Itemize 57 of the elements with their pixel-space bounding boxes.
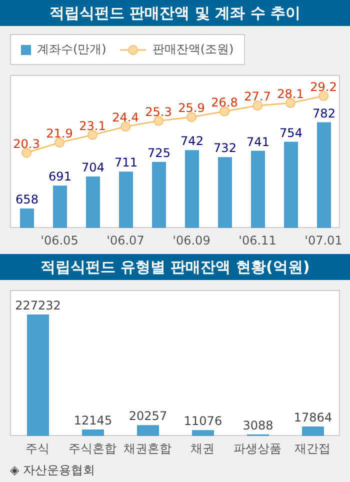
point [220,106,230,116]
data-label: 227232 [15,298,61,312]
data-label: 711 [114,156,138,170]
data-label: 704 [82,160,104,175]
x-tick-label: 채권혼합 [124,442,172,456]
point [318,91,328,102]
point [154,116,164,126]
data-label: 754 [280,126,302,140]
data-label: 11076 [184,414,222,428]
point [88,130,98,140]
data-label: 25.9 [178,101,205,116]
data-label: 24.4 [112,110,139,125]
data-label: 742 [180,134,204,148]
x-tick-label: '06.07 [106,234,144,248]
data-label: 691 [48,170,72,184]
legend-label: 판매잔액(조원) [152,41,234,58]
data-label: 741 [246,134,270,149]
bar [192,430,214,436]
bar [302,426,324,436]
x-tick-label: '06.09 [172,234,210,248]
legend-label: 계좌수(만개) [37,41,106,58]
x-tick-label: '06.05 [40,234,78,248]
data-label: 21.9 [46,126,73,141]
data-label: 732 [214,141,236,156]
data-label: 20257 [128,409,168,424]
x-tick-label: '06.11 [238,234,276,248]
x-tick-label: 파생상품 [234,442,282,456]
data-label: 17864 [294,410,332,424]
data-label: 725 [148,146,170,160]
chart-title: 적립식펀드 판매잔액 및 계좌 수 추이 [0,0,350,26]
chart-title: 적립식펀드 유형별 판매잔액 현황(억원) [0,254,350,280]
bar [137,425,159,436]
data-label: 25.3 [145,104,172,119]
data-label: 26.8 [211,95,238,110]
x-tick-label: 채권 [190,442,214,456]
data-label: 23.1 [79,118,106,133]
data-label: 20.3 [13,136,40,151]
point [286,98,296,108]
data-label: 29.2 [310,80,337,94]
point [120,122,130,132]
bar [27,314,49,436]
data-label: 28.1 [277,87,304,102]
text: ◈ 자산운용협회 [9,462,96,479]
data-label: 12145 [74,414,112,428]
point [252,100,262,111]
x-tick-label: 주식 [26,442,50,456]
x-tick-label: 재간접 [294,442,330,456]
data-label: 3088 [242,418,274,432]
data-label: 658 [16,192,38,207]
point [186,112,196,122]
data-label: 27.7 [244,90,271,104]
point [22,148,32,158]
data-label: 782 [312,106,336,120]
bar [82,430,104,436]
x-tick-label: 주식혼합 [68,442,116,456]
x-tick-label: '07.01 [304,234,342,248]
point [54,138,64,148]
